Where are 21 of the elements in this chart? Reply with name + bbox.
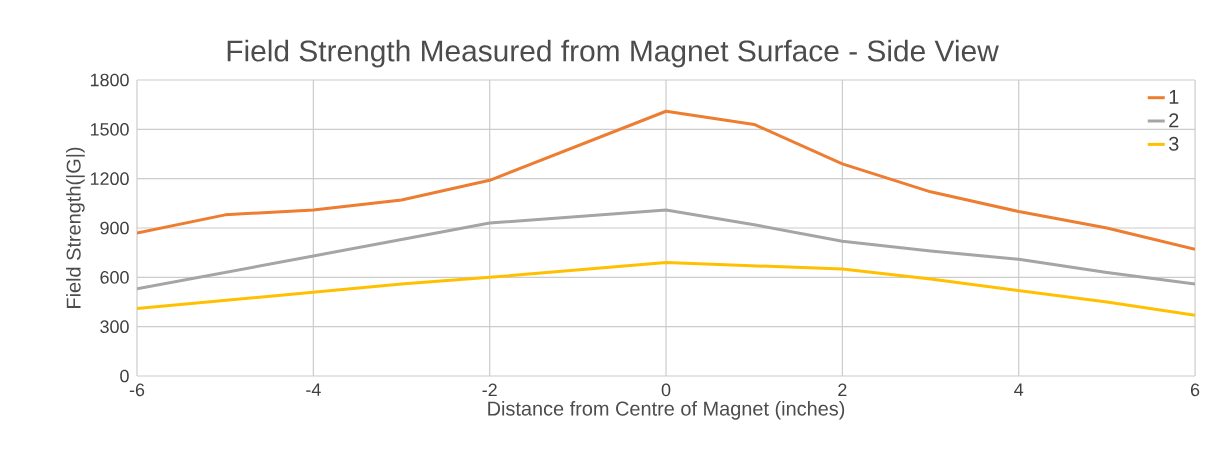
legend-label: 2 (1169, 113, 1179, 128)
x-tick-label: 0 (661, 383, 671, 397)
y-tick-label: 1500 (90, 122, 129, 136)
legend-label: 3 (1168, 136, 1179, 151)
x-tick-label: 2 (838, 383, 847, 397)
chart-title: Field Strength Measured from Magnet Surface - Side View (227, 39, 999, 68)
y-tick-label: 600 (100, 270, 129, 284)
x-tick-label: -2 (482, 383, 497, 397)
y-tick-label: 0 (120, 369, 129, 383)
x-tick-label: 4 (1014, 383, 1024, 396)
x-axis-title: Distance from Centre of Magnet (inches) (488, 401, 845, 420)
line-series (137, 109, 1196, 251)
y-axis-title: Field Strength(|G|) (66, 147, 85, 308)
x-tick-label: 6 (1190, 383, 1200, 397)
x-tick-label: -4 (306, 383, 321, 396)
y-tick-label: 900 (100, 221, 129, 235)
x-tick-label: -6 (129, 383, 145, 397)
y-tick-label: 1800 (90, 73, 129, 87)
legend-label: 1 (1169, 90, 1179, 104)
y-tick-label: 1200 (90, 172, 129, 186)
y-tick-label: 300 (100, 320, 129, 334)
